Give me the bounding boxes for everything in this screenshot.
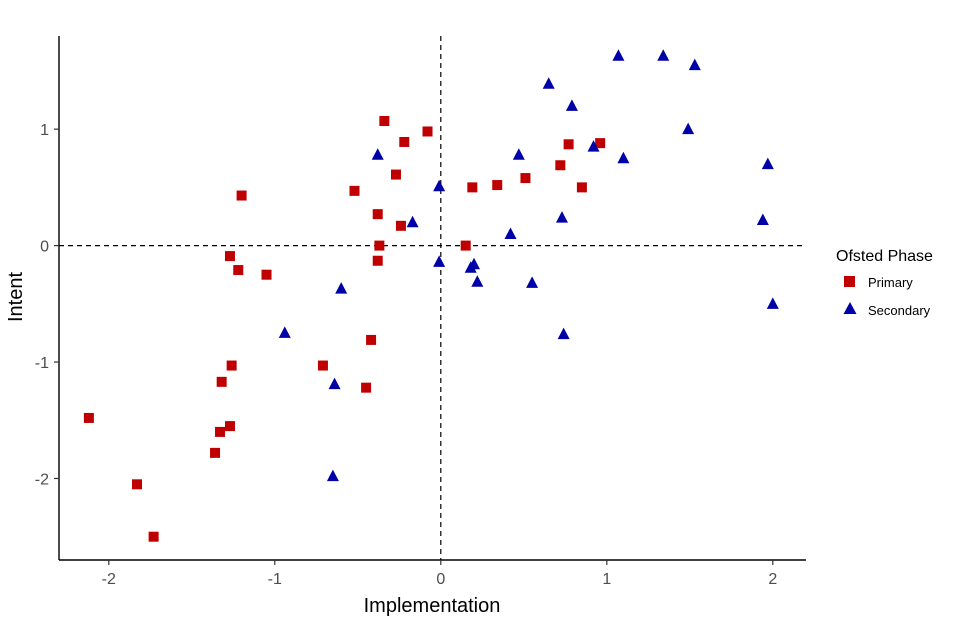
x-tick-label: 0 [436,571,445,588]
legend-key-primary [844,276,855,287]
legend-key-secondary [843,302,857,314]
series-secondary [278,49,779,482]
primary-point [379,116,390,127]
primary-point [261,269,272,280]
primary-point [390,169,401,180]
data-points [83,49,779,542]
primary-point [132,479,143,490]
primary-point [216,376,227,387]
y-axis-title: Intent [5,272,27,322]
primary-point [563,139,574,150]
secondary-point [335,282,348,294]
y-tick-label: 1 [40,122,49,139]
primary-point [233,265,244,276]
secondary-point [612,49,625,61]
primary-point [520,173,531,184]
primary-point [148,531,159,542]
primary-point [374,240,385,251]
legend-title: Ofsted Phase [836,248,933,265]
secondary-point [542,77,555,89]
series-primary [83,116,606,542]
primary-point [492,180,503,191]
secondary-point [557,327,570,340]
reference-lines [59,36,806,560]
secondary-point [406,215,419,228]
legend-label-primary: Primary [868,275,913,290]
primary-point [372,255,383,266]
primary-point [399,136,410,147]
secondary-point [328,377,341,390]
primary-point [83,412,94,423]
secondary-point [565,99,578,111]
axes: -2 -1 0 1 2 -2 -1 0 1 [35,36,806,588]
secondary-point [468,257,480,270]
primary-point [215,426,226,437]
primary-point [226,360,237,371]
primary-point [317,360,328,371]
y-tick-label: 0 [40,239,49,256]
legend-label-secondary: Secondary [868,303,931,318]
secondary-point [433,179,446,192]
primary-point [224,421,235,432]
secondary-point [471,275,484,287]
primary-point [236,190,247,201]
secondary-point [512,148,525,160]
x-tick-label: 2 [768,571,777,588]
secondary-point [756,213,769,225]
primary-point [460,240,471,251]
secondary-point [371,148,384,160]
secondary-point [617,151,630,164]
primary-point [361,382,372,393]
x-tick-label: -2 [102,571,116,588]
primary-point [422,126,433,137]
primary-point [224,251,235,262]
primary-point [349,185,360,196]
primary-point [467,182,478,193]
secondary-point [326,469,339,482]
secondary-point [555,211,568,223]
secondary-point [766,297,779,309]
primary-point [595,138,606,149]
secondary-point [504,227,517,239]
primary-point [210,447,221,458]
x-axis-title: Implementation [364,595,501,617]
primary-point [555,160,566,171]
primary-point [576,182,587,193]
y-tick-label: -1 [35,355,49,372]
secondary-point [278,326,291,338]
x-tick-label: 1 [602,571,611,588]
primary-point [372,209,383,220]
secondary-point [682,122,695,135]
secondary-point [761,157,774,170]
x-tick-label: -1 [268,571,282,588]
secondary-point [526,276,539,288]
secondary-point [657,49,670,61]
y-tick-label: -2 [35,471,49,488]
secondary-point [587,140,600,152]
secondary-point [433,255,446,267]
secondary-point [688,58,701,71]
primary-point [366,334,377,345]
primary-point [395,220,406,231]
legend: Ofsted Phase Primary Secondary [836,248,933,318]
